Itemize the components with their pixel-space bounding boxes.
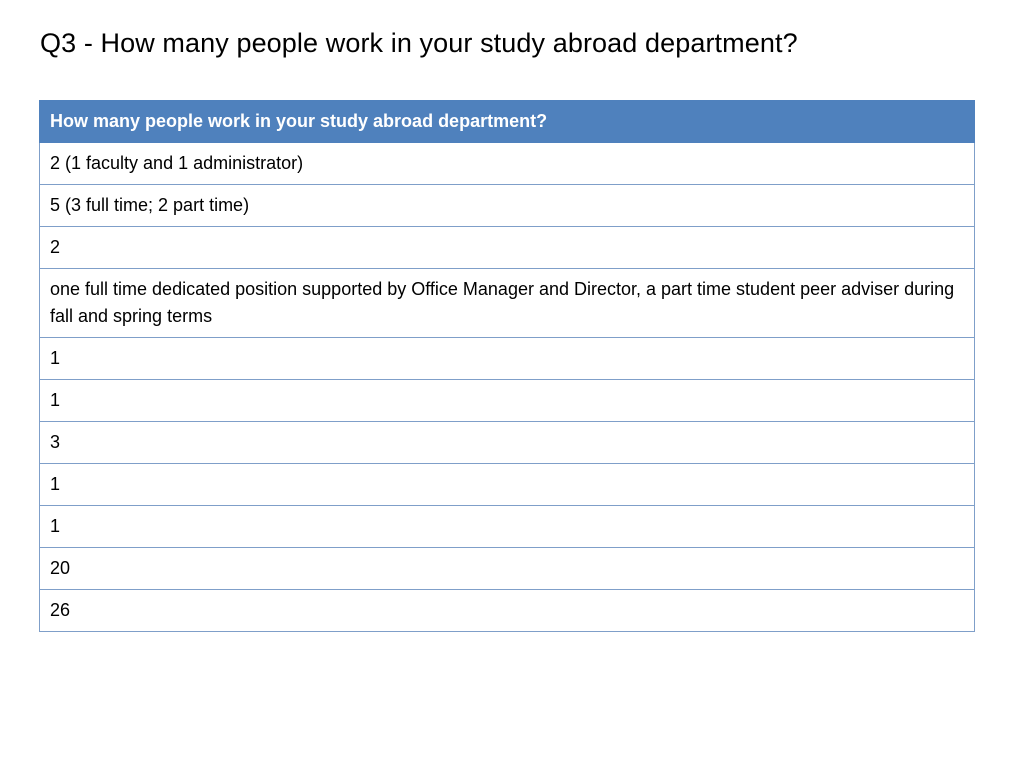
table-cell: 1 [39,379,975,422]
table-row: 2 (1 faculty and 1 administrator) [39,142,975,185]
table-cell: 1 [39,337,975,380]
table-cell: 2 (1 faculty and 1 administrator) [39,142,975,185]
table-cell: 20 [39,547,975,590]
table-row: 26 [39,589,975,632]
table-row: 2 [39,226,975,269]
table-cell: 3 [39,421,975,464]
table-cell: 1 [39,505,975,548]
table-header-row: How many people work in your study abroa… [39,100,975,143]
table-row: 5 (3 full time; 2 part time) [39,184,975,227]
table-row: 3 [39,421,975,464]
table-row: 1 [39,379,975,422]
table-row: 1 [39,463,975,506]
table-header-cell: How many people work in your study abroa… [39,100,975,143]
table-cell: 1 [39,463,975,506]
table-cell: 26 [39,589,975,632]
responses-table-container: How many people work in your study abroa… [39,100,975,632]
table-row: 20 [39,547,975,590]
table-cell: 2 [39,226,975,269]
responses-table: How many people work in your study abroa… [39,100,975,632]
table-cell: one full time dedicated position support… [39,268,975,338]
table-row: 1 [39,337,975,380]
table-row: one full time dedicated position support… [39,268,975,338]
table-row: 1 [39,505,975,548]
table-cell: 5 (3 full time; 2 part time) [39,184,975,227]
slide-title: Q3 - How many people work in your study … [40,28,798,58]
